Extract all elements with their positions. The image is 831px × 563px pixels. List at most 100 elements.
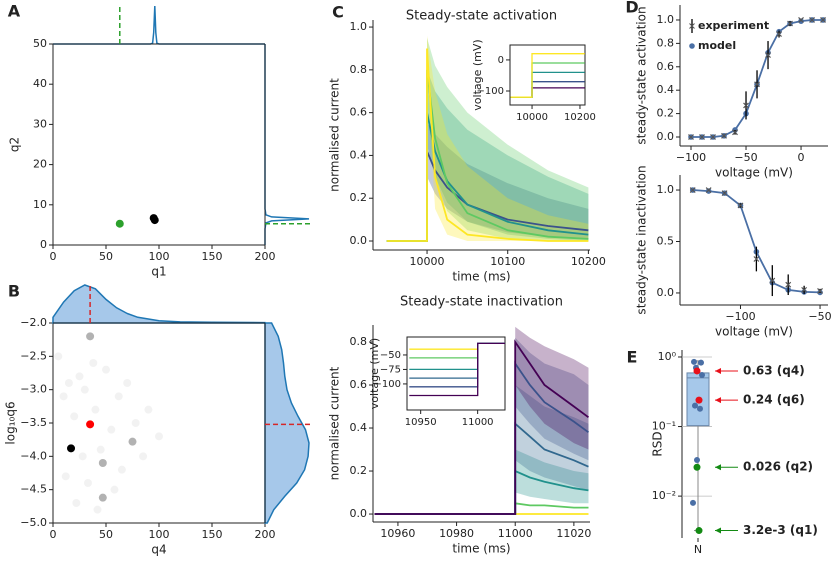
y-tick-label: 0.2 [350,464,368,477]
x-tick-label: 10200 [564,112,596,123]
y-axis-label: normalised current [328,366,342,480]
y-tick-label: −3.0 [20,383,47,396]
panel-label: A [8,2,21,21]
inset-line [510,53,585,98]
y-tick-label: 50 [33,37,47,50]
point [98,459,107,467]
y-tick-label: 1.0 [350,20,368,33]
point [98,493,107,502]
x-tick-label: 10000 [410,255,445,268]
inset-line [409,342,505,397]
experiment-marker [769,277,776,284]
experiment-marker [765,52,771,59]
x-tick-label: 10950 [405,417,437,428]
y-tick-label: 0.0 [657,130,675,143]
y-axis-label: log₁₀q6 [4,401,18,444]
y-tick-label: 0 [498,55,504,66]
y-tick-label: −3.5 [20,416,47,429]
inset-frame [509,44,586,106]
highlight-point [693,367,701,375]
y-tick-label: −4.0 [20,449,47,462]
annotation-arrowhead [715,397,721,404]
x-tick-label: −50 [808,310,831,323]
point [144,405,153,414]
experiment-marker [689,187,696,193]
y-tick-label: 0.5 [657,234,675,247]
experiment-marker [801,286,808,293]
y-tick-label: 40 [33,77,47,90]
y-tick-label: 30 [33,117,47,130]
model-point [798,18,804,24]
y-tick-label: 10 [33,198,47,211]
point [72,499,81,507]
y-tick-label: 0.0 [350,234,368,247]
y-tick-label: 0.4 [350,148,368,161]
highlight-point [693,463,701,471]
annotation-arrowhead [715,464,721,471]
point [102,365,110,374]
experiment-marker [787,20,793,27]
y-tick-label: 0.0 [350,507,368,520]
legend-marker [689,23,695,29]
y-tick-label: 0.4 [657,83,675,96]
x-tick-label: 10000 [516,112,548,123]
x-tick-label: 10960 [380,527,415,540]
annotation-arrowhead [715,367,721,374]
point [107,425,116,434]
y-axis-label: q2 [8,137,22,152]
x-tick-label: −100 [676,151,706,164]
point [96,445,105,454]
model-point [705,188,712,194]
y-tick-label: −2.5 [20,349,47,362]
point [150,216,159,225]
point [67,444,76,453]
x-axis-label: time (ms) [452,542,510,556]
experiment-marker [817,287,823,294]
point [155,432,163,441]
inset-frame [406,336,506,411]
experiment-marker [776,31,782,37]
legend-label: model [698,39,736,52]
y-tick-label: 0.8 [350,63,368,76]
uncertainty-band [374,449,589,514]
y-tick-label: 10⁻² [652,489,676,502]
point [698,359,704,366]
y-tick-label: 0.2 [350,191,368,204]
x-axis-label: voltage (mV) [715,325,793,339]
y-tick-label: −75 [380,364,401,375]
point [694,457,700,464]
point [59,392,68,401]
experiment-marker [743,102,749,109]
y-tick-label: −50 [380,350,401,361]
highlight-point [695,527,703,535]
x-tick-label: 150 [202,250,223,263]
point [70,412,79,421]
y-tick-label: −4.5 [20,483,47,496]
y-tick-label: 0.6 [350,378,368,391]
x-tick-label: 150 [202,528,223,541]
point [690,499,696,506]
legend-label: experiment [698,19,769,32]
point [128,437,137,446]
x-tick-label: 10100 [490,255,525,268]
y-tick-label: 0.2 [657,107,675,120]
y-axis-label: steady-state inactivation [635,165,649,314]
annotation: 0.63 (q4) [743,363,805,377]
point [83,479,92,487]
point [699,372,705,379]
annotation: 0.24 (q6) [743,393,805,407]
experiment-marker [798,17,804,23]
uncertainty-band [374,337,589,514]
x-tick-label: 100 [149,250,170,263]
uncertainty-band [386,69,589,242]
y-axis-label: normalised current [328,78,342,192]
x-axis-label: q1 [151,265,166,279]
y-axis-label: RSD [651,431,665,456]
experiment-marker [710,134,716,140]
y-tick-label: −100 [374,379,401,390]
right-density [264,322,310,524]
experiment-marker [785,281,792,288]
x-tick-label: 11000 [462,417,494,428]
point [78,452,87,461]
